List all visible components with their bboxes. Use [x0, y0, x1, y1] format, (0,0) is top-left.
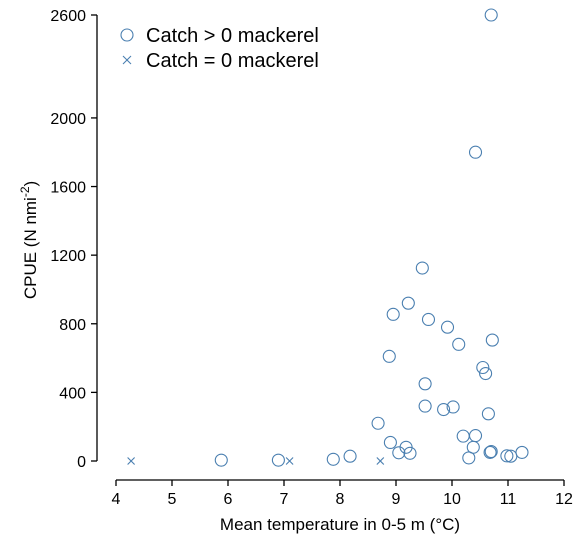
data-point-catch-positive [382, 349, 396, 363]
data-point-catch-positive [214, 453, 228, 467]
y-axis-title-superscript: -2 [18, 186, 32, 197]
data-point-catch-positive [371, 416, 385, 430]
legend-circle-marker [120, 28, 134, 42]
data-point-catch-positive [485, 333, 499, 347]
y-axis-title: CPUE (N nmi-2) [18, 181, 40, 299]
y-tick-label: 1200 [50, 248, 86, 265]
y-axis-title-main: CPUE (N nmi [21, 197, 40, 299]
x-tick-label: 4 [112, 491, 121, 508]
data-point-catch-positive [418, 377, 432, 391]
data-point-catch-positive [468, 429, 483, 443]
data-point-catch-positive [483, 445, 497, 459]
x-tick-label: 12 [555, 491, 573, 508]
y-tick-label: 400 [59, 385, 86, 402]
x-tick-label: 5 [168, 491, 177, 508]
data-point-catch-positive [500, 449, 514, 463]
y-tick-label: 800 [59, 317, 86, 334]
y-tick-label: 0 [77, 454, 86, 471]
data-point-catch-positive [326, 452, 340, 466]
legend-label-catch-positive: Catch > 0 mackerel [146, 25, 319, 47]
axes [96, 15, 564, 481]
data-point-catch-positive [421, 312, 436, 327]
data-point-catch-positive [446, 400, 460, 414]
x-axis-title: Mean temperature in 0-5 m (°C) [220, 515, 460, 534]
data-point-catch-positive [484, 445, 498, 459]
data-point-catch-positive [481, 407, 495, 421]
data-point-catch-positive [468, 145, 483, 159]
x-tick-label: 6 [224, 491, 233, 508]
data-point-catch-zero [376, 457, 385, 465]
data-point-catch-positive [479, 366, 493, 381]
x-tick-label: 10 [443, 491, 461, 508]
data-point-catch-positive [440, 320, 455, 334]
data-point-catch-positive [343, 449, 357, 463]
data-point-catch-positive [386, 307, 400, 321]
data-point-catch-positive [418, 399, 432, 413]
y-axis-title-tail: ) [21, 181, 40, 187]
y-tick-label: 1600 [50, 180, 86, 197]
x-ticks: 4 5 6 7 8 9 10 11 12 [112, 480, 573, 508]
data-point-catch-zero [127, 457, 136, 465]
data-point-catch-positive [401, 296, 415, 310]
data-point-catch-positive [456, 429, 470, 443]
data-point-catch-positive [515, 445, 529, 459]
data-point-catch-positive [476, 360, 490, 375]
data-point-catch-positive [437, 402, 451, 417]
y-ticks: 0 400 800 1200 1600 2000 2600 [50, 8, 97, 471]
y-tick-label: 2000 [50, 111, 86, 128]
x-tick-label: 9 [392, 491, 401, 508]
y-tick-label: 2600 [50, 8, 86, 25]
data-point-catch-zero [285, 457, 294, 465]
x-tick-label: 8 [336, 491, 345, 508]
data-points [127, 8, 529, 467]
legend-label-catch-zero: Catch = 0 mackerel [146, 50, 319, 72]
data-point-catch-positive [415, 261, 429, 275]
data-point-catch-positive [452, 337, 466, 351]
legend-x-marker [122, 55, 132, 65]
data-point-catch-positive [403, 446, 417, 460]
x-tick-label: 11 [500, 491, 517, 508]
data-point-catch-positive [484, 8, 498, 22]
data-point-catch-positive [271, 453, 285, 467]
legend: Catch > 0 mackerel Catch = 0 mackerel [120, 25, 319, 72]
x-tick-label: 7 [280, 491, 289, 508]
data-point-catch-positive [383, 435, 397, 450]
data-point-catch-positive [466, 440, 480, 454]
